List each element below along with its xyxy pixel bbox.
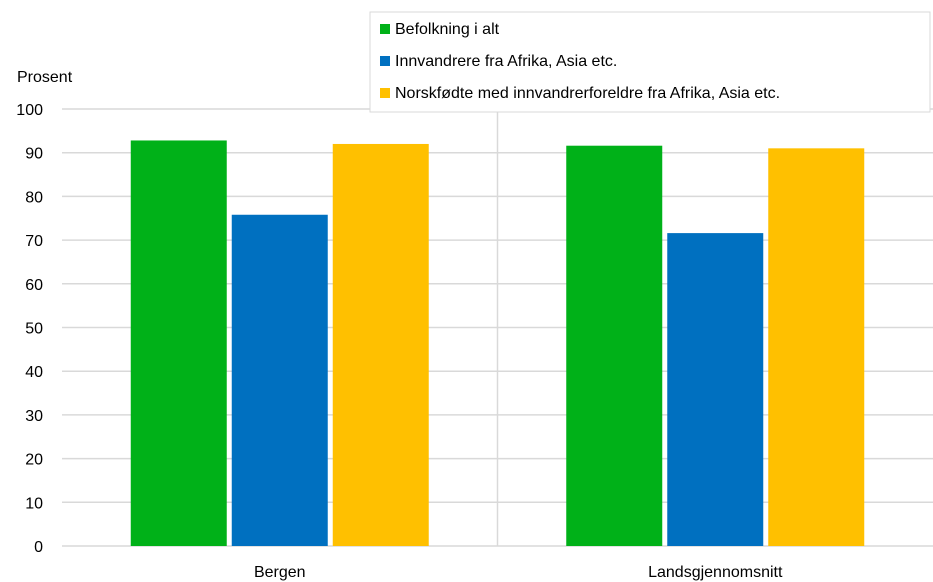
y-tick-label: 70: [25, 233, 43, 250]
x-axis-labels: Bergen Landsgjennomsnitt: [254, 564, 783, 581]
legend-swatch: [380, 88, 390, 98]
legend-swatch: [380, 56, 390, 66]
y-tick-label: 10: [25, 495, 43, 512]
bar-landsgjennomsnitt-series-1: [566, 145, 663, 546]
legend: Befolkning i alt Innvandrere fra Afrika, …: [369, 11, 931, 113]
bar-bergen-series-3: [332, 143, 429, 546]
y-tick-label: 60: [25, 277, 43, 294]
bar-landsgjennomsnitt-series-2: [667, 233, 764, 546]
bars: [130, 140, 865, 547]
y-axis-ticks: 0 10 20 30 40 50 60 70 80 90 100: [16, 102, 43, 556]
y-tick-label: 30: [25, 408, 43, 425]
y-axis-label: Prosent: [17, 69, 73, 86]
x-tick-label: Landsgjennomsnitt: [648, 564, 783, 581]
legend-box: [369, 11, 931, 113]
y-tick-label: 100: [16, 102, 43, 119]
y-tick-label: 0: [34, 539, 43, 556]
legend-entry: Norskfødte med innvandrerforeldre fra Af…: [395, 85, 780, 102]
y-tick-label: 50: [25, 321, 43, 338]
y-tick-label: 40: [25, 364, 43, 381]
y-tick-label: 90: [25, 146, 43, 163]
legend-entry: Befolkning i alt: [395, 21, 500, 38]
y-tick-label: 80: [25, 189, 43, 206]
legend-entry: Innvandrere fra Afrika, Asia etc.: [395, 53, 617, 70]
bar-landsgjennomsnitt-series-3: [768, 148, 865, 546]
legend-swatch: [380, 24, 390, 34]
bar-bergen-series-1: [130, 140, 227, 547]
y-tick-label: 20: [25, 452, 43, 469]
x-tick-label: Bergen: [254, 564, 306, 581]
bar-bergen-series-2: [231, 214, 328, 546]
